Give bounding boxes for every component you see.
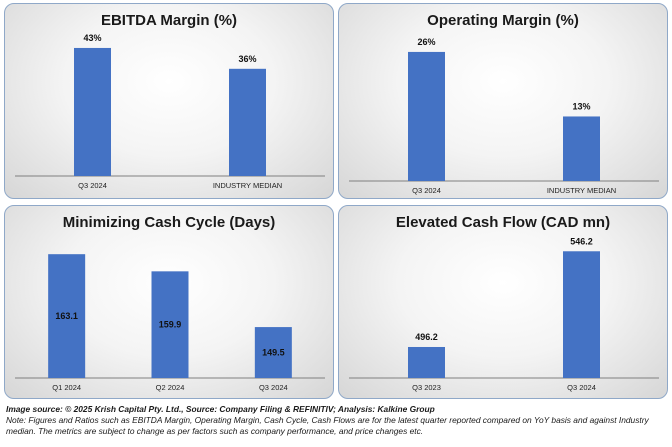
data-label: 13%	[572, 101, 590, 111]
category-label: Q3 2024	[567, 383, 596, 392]
bar	[229, 68, 266, 176]
chart-title: EBITDA Margin (%)	[100, 12, 238, 29]
chart-svg: 43% Q3 2024 36% INDUSTRY MEDIAN	[15, 33, 325, 190]
note-line-2: median. The metrics are subject to chang…	[6, 426, 424, 436]
data-label: 149.5	[262, 348, 285, 358]
category-label: Q2 2024	[156, 383, 185, 392]
bar	[48, 254, 86, 378]
note-line-1: Note: Figures and Ratios such as EBITDA …	[6, 415, 649, 425]
category-label: Q3 2024	[78, 181, 107, 190]
chart-svg: 163.1 Q1 2024 159.9 Q2 2024 149.5 Q3 2024	[15, 254, 325, 392]
data-label: 159.9	[159, 320, 182, 330]
footer: Image source: © 2025 Krish Capital Pty. …	[6, 404, 668, 437]
data-label: 26%	[417, 37, 435, 47]
image-source: Image source: © 2025 Krish Capital Pty. …	[6, 404, 435, 414]
data-label: 163.1	[55, 311, 78, 321]
data-label: 546.2	[570, 236, 593, 246]
bar	[74, 47, 111, 177]
chart-title: Elevated Cash Flow (CAD mn)	[395, 214, 611, 231]
chart-panel-cash-cycle: Minimizing Cash Cycle (Days) 163.1 Q1 202…	[4, 205, 334, 399]
data-label: 43%	[83, 33, 101, 43]
bar	[408, 346, 445, 378]
category-label: Q3 2024	[259, 383, 288, 392]
chart-panel-cash-flow: Elevated Cash Flow (CAD mn) 496.2 Q3 2023…	[338, 205, 668, 399]
bar	[563, 116, 600, 181]
chart-title: Operating Margin (%)	[427, 12, 579, 29]
chart-svg: 496.2 Q3 2023 546.2 Q3 2024	[349, 236, 659, 392]
bar	[254, 327, 292, 378]
category-label: Q3 2024	[412, 186, 441, 195]
category-label: INDUSTRY MEDIAN	[547, 186, 616, 195]
chart-panel-operating-margin: Operating Margin (%) 26% Q3 2024 13% INDUST…	[338, 3, 668, 199]
chart-svg: 26% Q3 2024 13% INDUSTRY MEDIAN	[349, 37, 659, 195]
data-label: 36%	[238, 54, 256, 64]
chart-panel-ebitda-margin: EBITDA Margin (%) 43% Q3 2024 36% INDUSTRY …	[4, 3, 334, 199]
category-label: INDUSTRY MEDIAN	[213, 181, 282, 190]
bar	[151, 271, 189, 378]
data-label: 496.2	[415, 332, 438, 342]
category-label: Q3 2023	[412, 383, 441, 392]
category-label: Q1 2024	[52, 383, 81, 392]
bar	[408, 51, 445, 181]
chart-title: Minimizing Cash Cycle (Days)	[62, 214, 276, 231]
bar	[563, 251, 600, 378]
